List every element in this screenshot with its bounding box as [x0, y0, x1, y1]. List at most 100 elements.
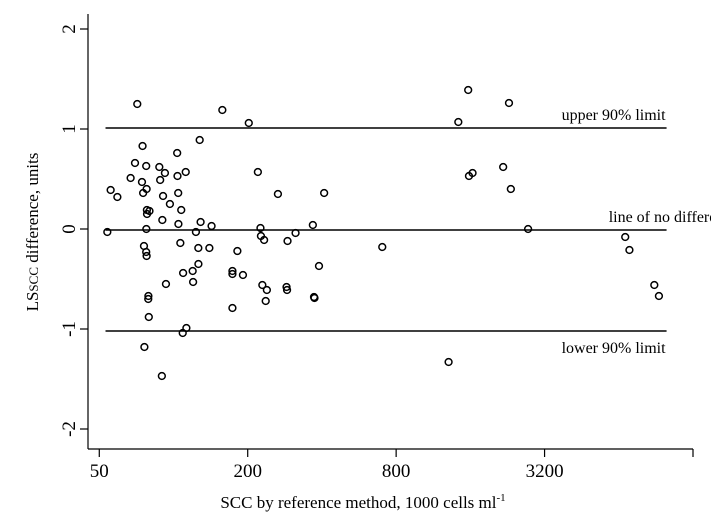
- data-point: [142, 224, 151, 234]
- data-point: [261, 296, 270, 306]
- data-point: [523, 224, 533, 234]
- data-point: [207, 221, 216, 231]
- data-point: [130, 158, 140, 168]
- x-tick-label: 800: [382, 461, 411, 482]
- data-point: [444, 357, 453, 367]
- y-tick-label: 1: [59, 124, 80, 134]
- data-point: [504, 98, 514, 108]
- data-point: [195, 135, 204, 145]
- data-point: [188, 277, 198, 287]
- x-axis-title: SCC by reference method, 1000 cells ml-1: [220, 492, 505, 512]
- data-point: [233, 246, 242, 256]
- data-point: [103, 227, 112, 237]
- data-point: [314, 261, 324, 271]
- data-point: [145, 206, 154, 216]
- y-axis-title: LSSCC difference, units: [23, 153, 42, 312]
- data-point: [182, 323, 191, 333]
- data-point: [155, 162, 164, 172]
- x-ticks: 50 200 800 3200: [90, 449, 694, 482]
- data-point: [625, 245, 634, 255]
- data-point: [156, 175, 165, 185]
- x-tick-label: 50: [90, 461, 109, 482]
- data-point: [181, 167, 190, 177]
- reference-line-label: line of no difference: [609, 209, 711, 226]
- data-point: [137, 177, 147, 187]
- x-tick-label: 3200: [526, 461, 564, 482]
- data-point: [106, 185, 115, 195]
- data-point: [256, 223, 265, 233]
- data-point: [244, 118, 253, 128]
- data-point: [253, 167, 263, 177]
- x-tick-label: 200: [233, 461, 262, 482]
- data-point: [320, 188, 329, 198]
- data-point: [176, 238, 185, 248]
- reference-lines: upper 90% limit line of no difference lowe…: [105, 107, 711, 357]
- data-point: [173, 171, 182, 181]
- data-point: [173, 148, 182, 158]
- data-point: [282, 285, 292, 295]
- data-point: [228, 269, 237, 279]
- data-point: [165, 199, 175, 209]
- data-point: [126, 173, 135, 183]
- data-point: [291, 228, 300, 238]
- data-point: [464, 85, 473, 95]
- y-tick-label: -1: [59, 321, 80, 337]
- data-point: [454, 117, 463, 127]
- y-tick-label: 0: [59, 224, 80, 234]
- data-point: [160, 168, 170, 178]
- data-point: [191, 227, 201, 237]
- data-point: [177, 205, 186, 215]
- data-point: [283, 236, 292, 246]
- data-point: [113, 192, 122, 202]
- data-point: [142, 251, 151, 261]
- data-point: [142, 161, 151, 171]
- data-point: [194, 243, 203, 253]
- data-point: [654, 291, 664, 301]
- data-point: [142, 184, 151, 194]
- y-axis-title-subscript: SCC: [26, 267, 41, 292]
- data-point: [218, 105, 227, 115]
- data-points: [103, 85, 664, 381]
- data-point: [273, 189, 283, 199]
- data-point: [133, 99, 142, 109]
- data-point: [238, 270, 248, 280]
- y-tick-label: -2: [59, 421, 80, 437]
- data-point: [282, 282, 291, 292]
- y-ticks: -2 -1 0 1 2: [59, 24, 88, 437]
- x-axis-title-superscript: -1: [497, 492, 506, 504]
- data-point: [188, 266, 197, 276]
- data-point: [259, 235, 269, 245]
- data-point: [258, 280, 267, 290]
- data-point: [378, 242, 387, 252]
- data-point: [174, 188, 183, 198]
- reference-line-label: lower 90% limit: [562, 340, 667, 357]
- data-point: [499, 162, 508, 172]
- y-tick-label: 2: [59, 24, 80, 34]
- data-point: [138, 141, 147, 151]
- data-point: [196, 217, 205, 227]
- data-point: [621, 232, 630, 242]
- data-point: [158, 215, 167, 225]
- data-point: [144, 291, 153, 301]
- data-point: [158, 191, 168, 201]
- data-point: [506, 184, 515, 194]
- data-point: [178, 268, 188, 278]
- data-point: [194, 259, 203, 269]
- reference-line-label: upper 90% limit: [562, 107, 667, 124]
- data-point: [468, 168, 477, 178]
- data-point: [174, 219, 183, 229]
- data-point: [228, 266, 237, 276]
- data-point: [144, 312, 153, 322]
- data-point: [310, 293, 319, 303]
- data-point: [308, 220, 318, 230]
- data-point: [228, 303, 237, 313]
- data-point: [144, 294, 153, 304]
- data-point: [650, 280, 659, 290]
- data-point: [142, 247, 151, 257]
- data-point: [140, 342, 149, 352]
- data-point: [262, 285, 272, 295]
- data-point: [161, 279, 171, 289]
- data-point: [205, 243, 214, 253]
- data-point: [157, 371, 167, 381]
